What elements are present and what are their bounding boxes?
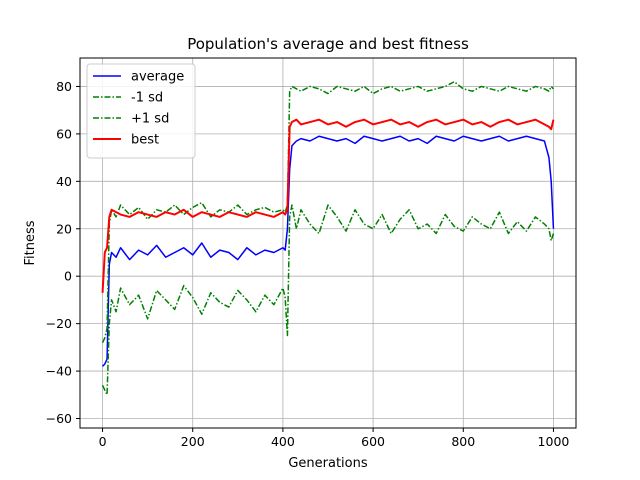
y-tick-label: −20 bbox=[46, 316, 72, 331]
legend-label: best bbox=[131, 133, 159, 148]
legend: average -1 sd +1 sd best bbox=[86, 63, 196, 159]
x-axis-label: Generations bbox=[288, 456, 368, 471]
legend-label: +1 sd bbox=[131, 112, 169, 127]
x-tick-label: 400 bbox=[271, 434, 295, 449]
y-tick-label: 60 bbox=[56, 126, 72, 141]
x-tick-label: 200 bbox=[181, 434, 205, 449]
y-tick-label: 80 bbox=[56, 79, 72, 94]
y-tick-label: 40 bbox=[56, 174, 72, 189]
series-line-best bbox=[101, 118, 555, 293]
y-tick-label: 0 bbox=[64, 269, 72, 284]
x-tick-label: 600 bbox=[361, 434, 385, 449]
y-tick-label: 20 bbox=[56, 221, 72, 236]
plot-area-frame bbox=[79, 57, 577, 429]
series-lines bbox=[101, 80, 555, 396]
y-axis-label: Fitness bbox=[23, 220, 38, 265]
y-tick-label: −60 bbox=[46, 411, 72, 426]
series-line-average bbox=[102, 135, 555, 367]
series-line-1-sd bbox=[101, 204, 555, 396]
grid-lines bbox=[80, 58, 576, 428]
chart-title: Population's average and best fitness bbox=[187, 35, 469, 53]
legend-box bbox=[86, 63, 196, 159]
legend-label: average bbox=[131, 70, 184, 85]
x-tick-label: 1000 bbox=[538, 434, 570, 449]
legend-label: -1 sd bbox=[131, 91, 163, 106]
x-tick-label: 800 bbox=[451, 434, 475, 449]
y-tick-label: −40 bbox=[46, 364, 72, 379]
series-line-1-sd bbox=[101, 80, 554, 343]
x-tick-label: 0 bbox=[99, 434, 107, 449]
axis-ticks: 0 200 400 600 800 1000 −60 −40 −20 0 20 40 60 80 bbox=[46, 79, 570, 449]
